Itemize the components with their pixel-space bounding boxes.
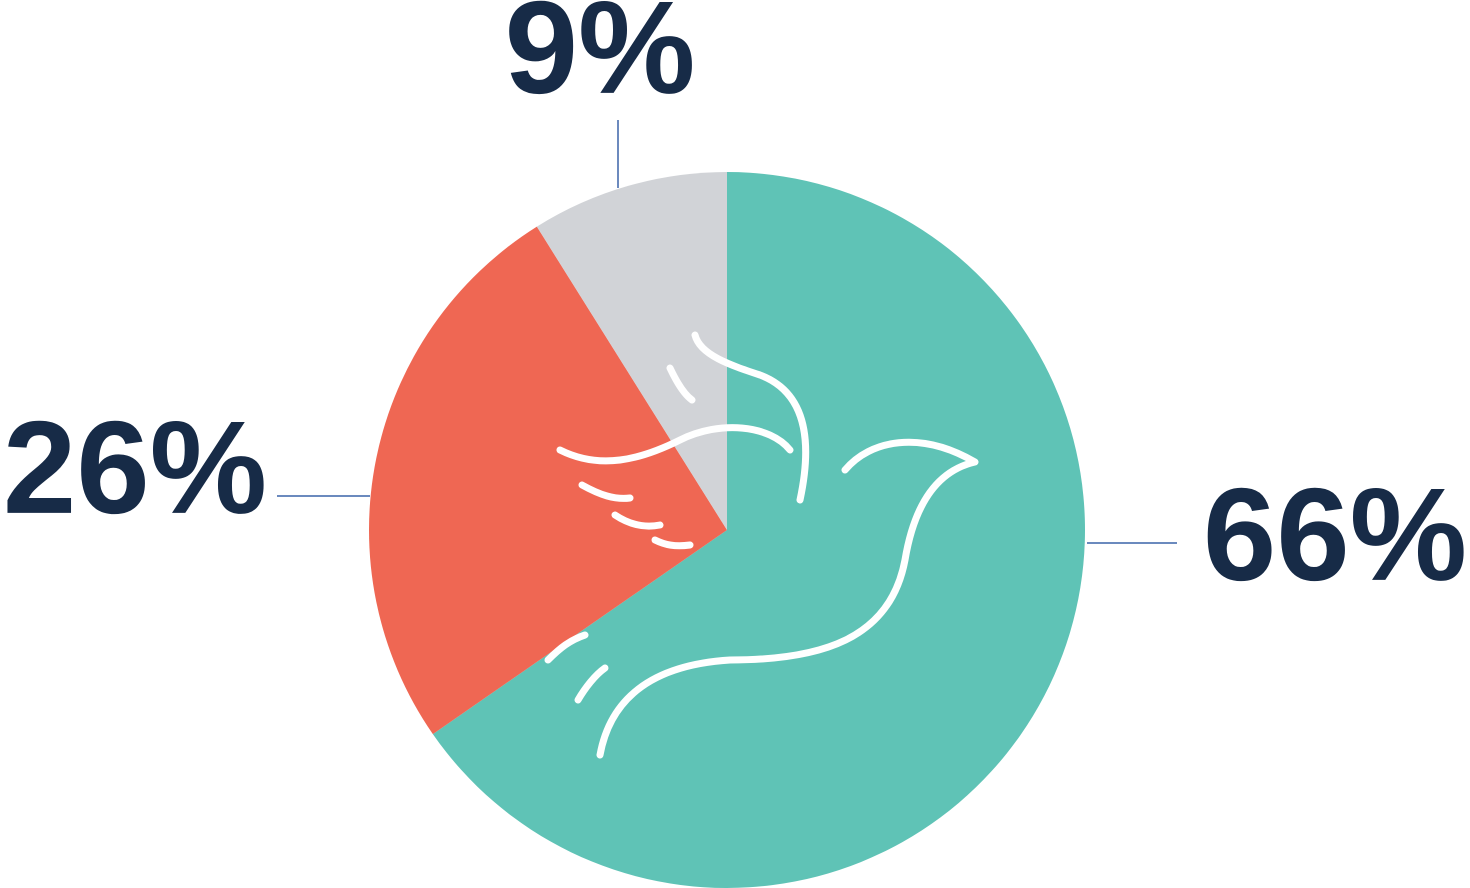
data-label: 9%	[505, 0, 696, 121]
data-label: 26%	[3, 394, 267, 541]
pie-slice	[432, 172, 1085, 888]
pie-slice	[369, 226, 727, 735]
slices	[369, 172, 1085, 888]
dove-icon	[544, 331, 979, 759]
data-label: 66%	[1203, 461, 1467, 608]
